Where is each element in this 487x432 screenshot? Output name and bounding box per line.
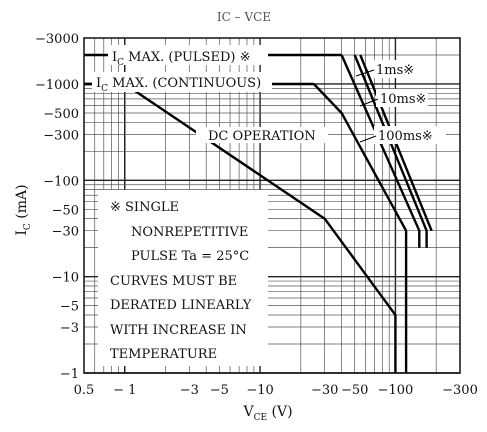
pulsed-label: IC MAX. (PULSED) ※ [112, 50, 250, 68]
x-tick-label: 0.5 [74, 383, 95, 398]
y-tick-label: −1 [60, 367, 79, 382]
x-tick-label: −5 [210, 383, 229, 398]
ten-ms-label: 10ms※ [380, 92, 426, 107]
label-backdrop [372, 60, 422, 78]
leader-line [359, 98, 379, 107]
leader-line [359, 135, 377, 143]
hundred-ms-label: 100ms※ [378, 129, 433, 144]
x-tick-label: −10 [246, 383, 273, 398]
note-line: CURVES MUST BE [110, 274, 237, 289]
tick-labels: 0.5− 1 −3 −5 −10 −30 −50 −100 −300−3000−1000−50… [35, 32, 478, 398]
x-tick-label: −50 [341, 383, 368, 398]
y-tick-label: −5 [60, 300, 79, 315]
one-ms-label: 1ms※ [376, 63, 414, 78]
chart-title: IC – VCE [217, 10, 271, 24]
note-line: NONREPETITIVE [131, 225, 248, 240]
y-tick-label: −50 [52, 203, 79, 218]
label-backdrop [92, 72, 272, 92]
y-axis-label: IC (mA) [14, 184, 33, 235]
y-tick-label: −30 [52, 225, 79, 240]
x-tick-label: −100 [378, 383, 414, 398]
leader-line [355, 69, 375, 77]
y-tick-label: −3000 [35, 32, 79, 47]
x-tick-label: −30 [311, 383, 338, 398]
x-tick-label: −300 [442, 383, 478, 398]
note-line: WITH INCREASE IN [110, 323, 247, 338]
x-tick-label: − 1 [113, 383, 136, 398]
x-tick-label: −3 [180, 383, 199, 398]
y-tick-label: −3 [60, 321, 79, 336]
axis-labels: VCE (V) IC (mA) [14, 184, 293, 423]
dc-operation-label: DC OPERATION [208, 129, 316, 144]
label-backdrop [376, 89, 428, 107]
note-line: DERATED LINEARLY [110, 298, 252, 313]
series-line-3 [313, 83, 408, 373]
note-backdrop [98, 190, 268, 366]
y-tick-label: −10 [52, 271, 79, 286]
y-tick-label: −500 [43, 107, 79, 122]
continuous-label: IC MAX. (CONTINUOUS) [96, 76, 261, 94]
y-tick-label: −300 [43, 128, 79, 143]
note-line: TEMPERATURE [110, 347, 217, 362]
label-backdrop [374, 126, 446, 144]
annotations: IC MAX. (PULSED) ※ IC MAX. (CONTINUOUS) DC… [92, 45, 446, 366]
note-line: ※ SINGLE [110, 200, 179, 215]
series-line-4 [340, 54, 421, 248]
series-line-5 [353, 54, 428, 248]
y-tick-label: −1000 [35, 78, 79, 93]
label-backdrop [108, 45, 268, 65]
plot-frame [83, 37, 461, 374]
y-tick-label: −100 [43, 174, 79, 189]
x-axis-label: VCE (V) [242, 404, 292, 423]
note-line: PULSE Ta = 25°C [131, 249, 249, 264]
label-backdrop [196, 127, 328, 143]
